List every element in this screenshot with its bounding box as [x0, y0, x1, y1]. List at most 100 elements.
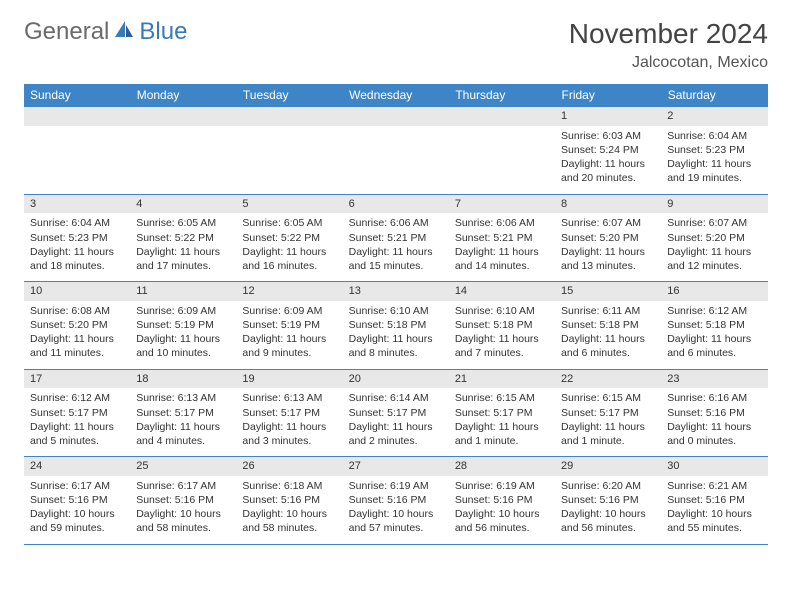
- title-block: November 2024 Jalcocotan, Mexico: [569, 18, 768, 72]
- weekday-header: Friday: [555, 84, 661, 107]
- day-content-cell: [24, 126, 130, 194]
- day-content-cell: Sunrise: 6:04 AMSunset: 5:23 PMDaylight:…: [661, 126, 767, 194]
- content-row: Sunrise: 6:04 AMSunset: 5:23 PMDaylight:…: [24, 213, 768, 281]
- day-content-cell: Sunrise: 6:18 AMSunset: 5:16 PMDaylight:…: [236, 476, 342, 544]
- weekday-header: Tuesday: [236, 84, 342, 107]
- sunset-text: Sunset: 5:16 PM: [561, 493, 655, 507]
- sunrise-text: Sunrise: 6:17 AM: [30, 479, 124, 493]
- day-number: 10: [30, 285, 42, 297]
- day-text: Sunrise: 6:04 AMSunset: 5:23 PMDaylight:…: [30, 216, 124, 273]
- day-content-cell: Sunrise: 6:07 AMSunset: 5:20 PMDaylight:…: [555, 213, 661, 281]
- sunrise-text: Sunrise: 6:07 AM: [667, 216, 761, 230]
- daylight-text: Daylight: 10 hours and 58 minutes.: [136, 507, 230, 535]
- day-text: Sunrise: 6:13 AMSunset: 5:17 PMDaylight:…: [242, 391, 336, 448]
- day-content-cell: [130, 126, 236, 194]
- sunrise-text: Sunrise: 6:04 AM: [667, 129, 761, 143]
- daylight-text: Daylight: 10 hours and 56 minutes.: [561, 507, 655, 535]
- day-number: 23: [667, 373, 679, 385]
- day-text: Sunrise: 6:18 AMSunset: 5:16 PMDaylight:…: [242, 479, 336, 536]
- day-content-cell: Sunrise: 6:19 AMSunset: 5:16 PMDaylight:…: [343, 476, 449, 544]
- day-number: 4: [136, 198, 142, 210]
- sunrise-text: Sunrise: 6:10 AM: [455, 304, 549, 318]
- sunset-text: Sunset: 5:19 PM: [242, 318, 336, 332]
- day-number: 22: [561, 373, 573, 385]
- day-number-cell: 19: [236, 369, 342, 388]
- day-number-cell: 14: [449, 282, 555, 301]
- sunset-text: Sunset: 5:16 PM: [242, 493, 336, 507]
- sunset-text: Sunset: 5:16 PM: [455, 493, 549, 507]
- day-number-cell: [236, 107, 342, 126]
- daylight-text: Daylight: 10 hours and 57 minutes.: [349, 507, 443, 535]
- sunrise-text: Sunrise: 6:15 AM: [561, 391, 655, 405]
- day-number: 14: [455, 285, 467, 297]
- sunset-text: Sunset: 5:24 PM: [561, 143, 655, 157]
- day-text: Sunrise: 6:21 AMSunset: 5:16 PMDaylight:…: [667, 479, 761, 536]
- sunset-text: Sunset: 5:16 PM: [667, 493, 761, 507]
- day-content-cell: Sunrise: 6:20 AMSunset: 5:16 PMDaylight:…: [555, 476, 661, 544]
- daynum-row: 10111213141516: [24, 282, 768, 301]
- day-number: 8: [561, 198, 567, 210]
- day-number-cell: 8: [555, 194, 661, 213]
- sunset-text: Sunset: 5:20 PM: [30, 318, 124, 332]
- sunset-text: Sunset: 5:16 PM: [349, 493, 443, 507]
- sunrise-text: Sunrise: 6:20 AM: [561, 479, 655, 493]
- brand-logo: General Blue: [24, 18, 187, 46]
- day-content-cell: Sunrise: 6:14 AMSunset: 5:17 PMDaylight:…: [343, 388, 449, 456]
- daynum-row: 12: [24, 107, 768, 126]
- daynum-row: 3456789: [24, 194, 768, 213]
- day-number: 15: [561, 285, 573, 297]
- day-content-cell: Sunrise: 6:12 AMSunset: 5:18 PMDaylight:…: [661, 301, 767, 369]
- weekday-header: Monday: [130, 84, 236, 107]
- content-row: Sunrise: 6:03 AMSunset: 5:24 PMDaylight:…: [24, 126, 768, 194]
- calendar-table: Sunday Monday Tuesday Wednesday Thursday…: [24, 84, 768, 545]
- sunset-text: Sunset: 5:19 PM: [136, 318, 230, 332]
- content-row: Sunrise: 6:12 AMSunset: 5:17 PMDaylight:…: [24, 388, 768, 456]
- daylight-text: Daylight: 10 hours and 58 minutes.: [242, 507, 336, 535]
- weekday-header: Sunday: [24, 84, 130, 107]
- day-number: 12: [242, 285, 254, 297]
- sunset-text: Sunset: 5:20 PM: [561, 231, 655, 245]
- day-number: 17: [30, 373, 42, 385]
- sunrise-text: Sunrise: 6:12 AM: [30, 391, 124, 405]
- sunset-text: Sunset: 5:21 PM: [349, 231, 443, 245]
- sunrise-text: Sunrise: 6:19 AM: [455, 479, 549, 493]
- day-number-cell: 1: [555, 107, 661, 126]
- day-number: 16: [667, 285, 679, 297]
- day-text: Sunrise: 6:11 AMSunset: 5:18 PMDaylight:…: [561, 304, 655, 361]
- day-text: Sunrise: 6:10 AMSunset: 5:18 PMDaylight:…: [349, 304, 443, 361]
- sunrise-text: Sunrise: 6:09 AM: [242, 304, 336, 318]
- daylight-text: Daylight: 11 hours and 5 minutes.: [30, 420, 124, 448]
- day-number: 7: [455, 198, 461, 210]
- day-text: Sunrise: 6:09 AMSunset: 5:19 PMDaylight:…: [136, 304, 230, 361]
- brand-word-2: Blue: [139, 18, 187, 46]
- day-number: 27: [349, 460, 361, 472]
- day-number-cell: 25: [130, 457, 236, 476]
- daylight-text: Daylight: 11 hours and 1 minute.: [561, 420, 655, 448]
- day-number: 19: [242, 373, 254, 385]
- sunset-text: Sunset: 5:16 PM: [667, 406, 761, 420]
- calendar-body: 12 Sunrise: 6:03 AMSunset: 5:24 PMDaylig…: [24, 107, 768, 545]
- day-number: 5: [242, 198, 248, 210]
- day-content-cell: Sunrise: 6:03 AMSunset: 5:24 PMDaylight:…: [555, 126, 661, 194]
- daynum-row: 17181920212223: [24, 369, 768, 388]
- content-row: Sunrise: 6:17 AMSunset: 5:16 PMDaylight:…: [24, 476, 768, 544]
- day-text: Sunrise: 6:16 AMSunset: 5:16 PMDaylight:…: [667, 391, 761, 448]
- weekday-header: Wednesday: [343, 84, 449, 107]
- day-content-cell: Sunrise: 6:05 AMSunset: 5:22 PMDaylight:…: [236, 213, 342, 281]
- day-number-cell: 26: [236, 457, 342, 476]
- daylight-text: Daylight: 11 hours and 6 minutes.: [667, 332, 761, 360]
- day-number-cell: 21: [449, 369, 555, 388]
- day-text: Sunrise: 6:12 AMSunset: 5:17 PMDaylight:…: [30, 391, 124, 448]
- day-content-cell: Sunrise: 6:09 AMSunset: 5:19 PMDaylight:…: [130, 301, 236, 369]
- day-number-cell: 2: [661, 107, 767, 126]
- day-number: 11: [136, 285, 147, 297]
- day-number: 20: [349, 373, 361, 385]
- day-number-cell: 15: [555, 282, 661, 301]
- sunset-text: Sunset: 5:17 PM: [30, 406, 124, 420]
- sunset-text: Sunset: 5:17 PM: [242, 406, 336, 420]
- day-number: 3: [30, 198, 36, 210]
- sunrise-text: Sunrise: 6:06 AM: [349, 216, 443, 230]
- day-number: 30: [667, 460, 679, 472]
- day-number-cell: [24, 107, 130, 126]
- daylight-text: Daylight: 11 hours and 19 minutes.: [667, 157, 761, 185]
